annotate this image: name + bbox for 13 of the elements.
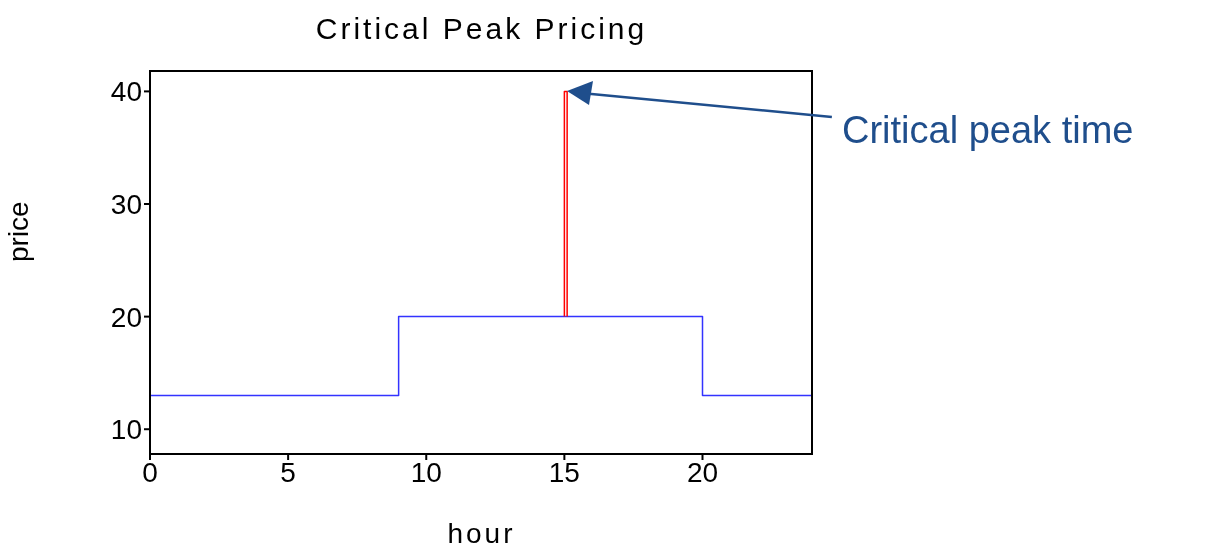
- x-axis-title: hour: [447, 518, 516, 545]
- y-tick-label: 40: [110, 76, 142, 108]
- x-tick-label: 0: [142, 456, 158, 488]
- chart-title: Critical Peak Pricing: [314, 12, 649, 46]
- x-tick-label: 10: [410, 456, 442, 488]
- x-tick-label: 5: [280, 456, 296, 488]
- y-tick-label: 30: [110, 188, 142, 220]
- text: Critical peak time: [842, 109, 1134, 153]
- x-tick-label: 15: [548, 456, 580, 488]
- y-tick-label: 20: [110, 301, 142, 333]
- x-tick-label: 20: [686, 456, 719, 488]
- y-tick-label: 10: [110, 414, 142, 446]
- y-axis-title: price: [2, 201, 34, 262]
